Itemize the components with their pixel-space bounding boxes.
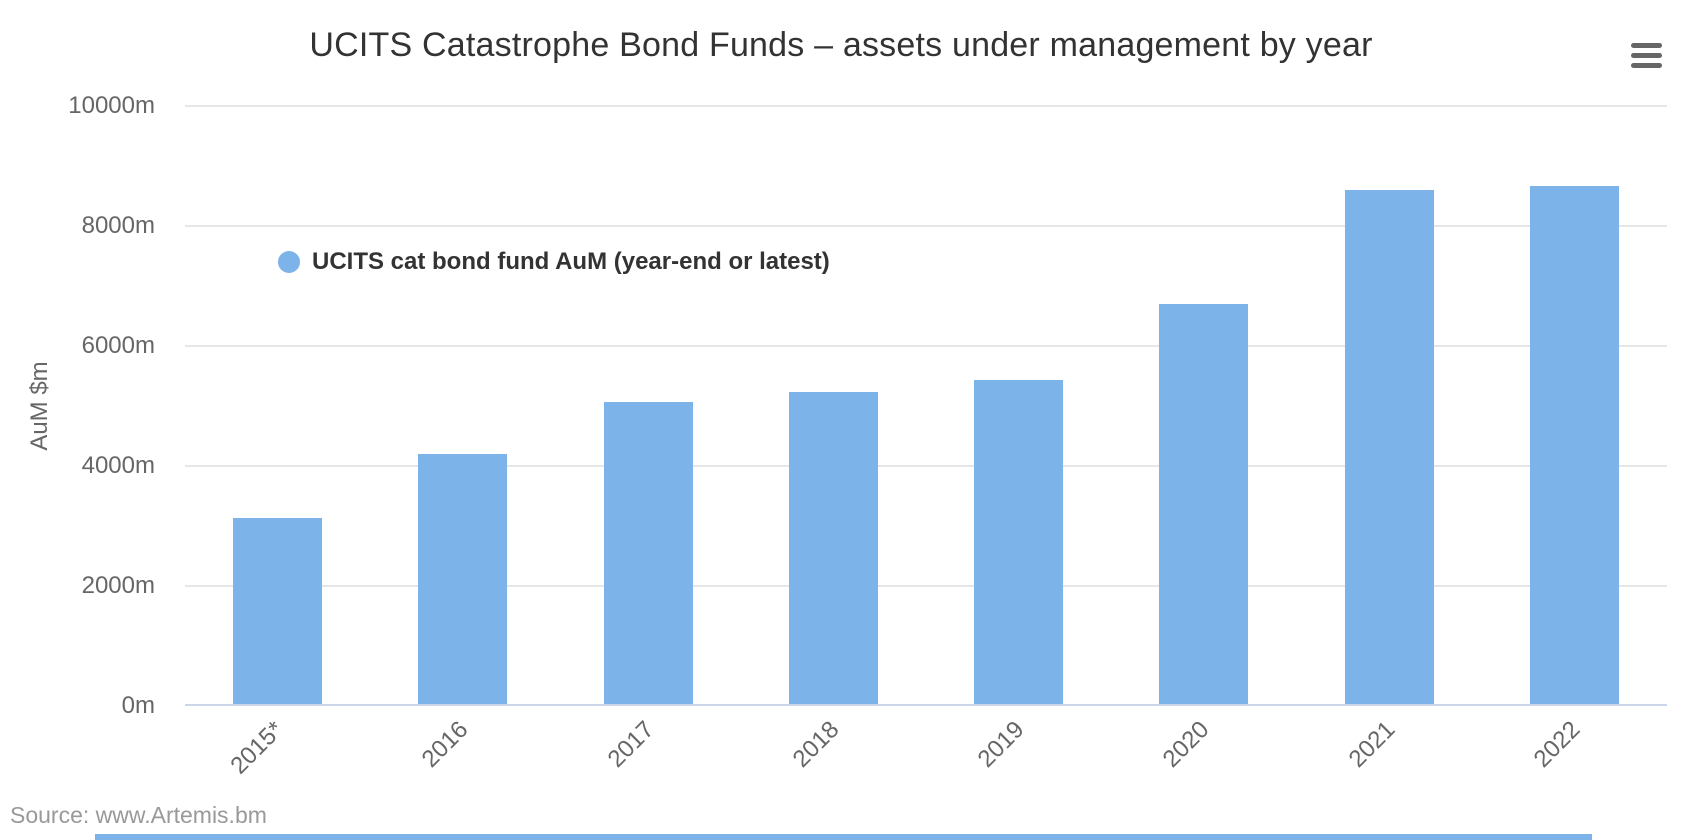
gridline [185, 105, 1667, 107]
legend-item[interactable]: UCITS cat bond fund AuM (year-end or lat… [278, 247, 830, 277]
y-axis-tick-label: 10000m [68, 92, 155, 119]
bar-2016[interactable] [418, 454, 508, 704]
y-axis-title: AuM $m [26, 361, 53, 451]
x-axis-label-2016: 2016 [417, 716, 474, 773]
y-axis-tick-label: 0m [121, 692, 155, 719]
x-axis-label-2019: 2019 [972, 716, 1030, 773]
gridline [185, 465, 1667, 467]
bar-2018[interactable] [788, 392, 878, 704]
legend-marker-icon [278, 251, 300, 273]
source-credit: Source: www.Artemis.bm [10, 802, 267, 828]
context-menu-button[interactable] [1631, 43, 1662, 68]
y-axis-tick-label: 6000m [81, 332, 155, 359]
x-axis-label-2020: 2020 [1158, 716, 1215, 773]
x-axis-label-2017: 2017 [602, 716, 660, 773]
hamburger-icon [1631, 43, 1662, 68]
chart-title: UCITS Catastrophe Bond Funds – assets un… [309, 26, 1373, 64]
y-axis-tick-label: 4000m [81, 452, 155, 479]
bar-2020[interactable] [1159, 304, 1249, 704]
bar-2015[interactable] [233, 518, 323, 704]
y-axis-tick-label: 2000m [81, 572, 155, 599]
bar-2022[interactable] [1529, 185, 1619, 704]
legend-label: UCITS cat bond fund AuM (year-end or lat… [312, 248, 830, 275]
x-axis-label-2018: 2018 [787, 716, 845, 773]
bar-2019[interactable] [974, 380, 1064, 704]
x-axis-label-2021: 2021 [1343, 716, 1401, 773]
x-axis-label-2022: 2022 [1528, 716, 1586, 773]
gridline [185, 585, 1667, 587]
bar-2021[interactable] [1344, 190, 1434, 704]
x-axis-label-2015: 2015* [225, 716, 289, 780]
bar-2017[interactable] [603, 401, 693, 704]
y-axis-tick-label: 8000m [81, 212, 155, 239]
x-axis-line [185, 704, 1667, 706]
bottom-bar [95, 834, 1592, 840]
gridline [185, 345, 1667, 347]
gridline [185, 225, 1667, 227]
